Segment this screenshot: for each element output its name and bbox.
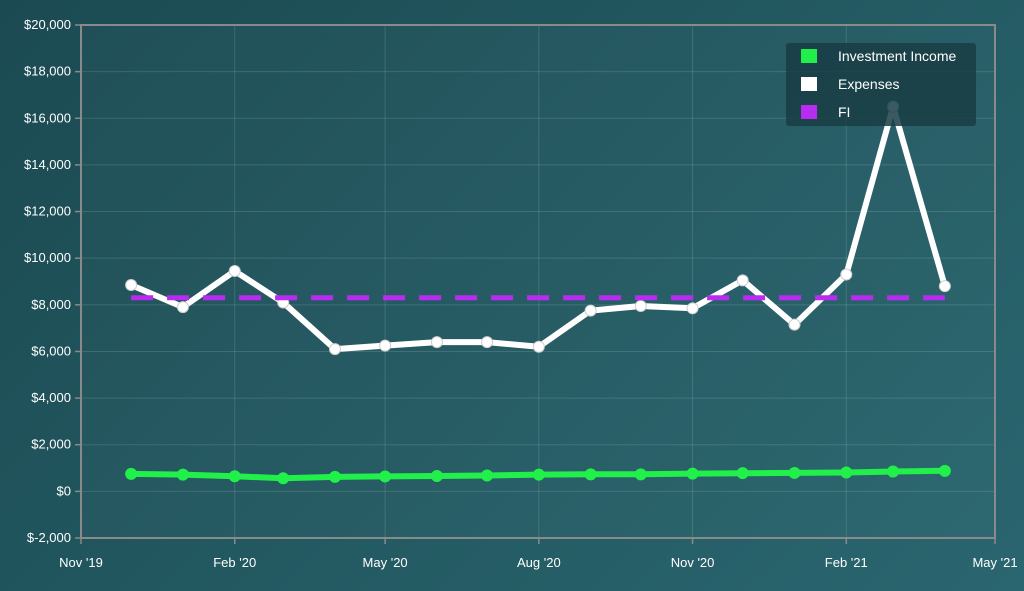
investment-income-point[interactable] [887,465,900,478]
y-tick-label: $14,000 [24,157,71,172]
y-tick-label: $6,000 [31,343,71,358]
investment-income-point[interactable] [938,464,951,477]
x-tick-label: May '21 [972,555,1017,570]
investment-income-point[interactable] [328,470,341,483]
y-tick-label: $2,000 [31,437,71,452]
expenses-point[interactable] [634,299,647,312]
expenses-point[interactable] [228,265,241,278]
expenses-point[interactable] [584,304,597,317]
investment-income-point[interactable] [788,466,801,479]
axes: $-2,000 $0 $2,000 $4,000 $6,000 $8,000 $10,000… [24,17,1018,570]
y-tick-label: $8,000 [31,297,71,312]
fi-legend-label[interactable]: FI [838,104,850,120]
investment-income-point[interactable] [430,469,443,482]
y-tick-label: $-2,000 [27,530,71,545]
expenses-point[interactable] [938,280,951,293]
investment-income-legend-swatch [801,49,817,63]
expenses-legend-swatch [801,77,817,91]
expenses-point[interactable] [176,301,189,314]
expenses-legend-label[interactable]: Expenses [838,76,899,92]
expenses-point[interactable] [430,336,443,349]
investment-income-point[interactable] [125,467,138,480]
investment-income-point[interactable] [736,467,749,480]
expenses-point[interactable] [840,268,853,281]
x-tick-label: Feb '21 [825,555,868,570]
x-tick-label: Feb '20 [213,555,256,570]
investment-income-point[interactable] [277,472,290,485]
investment-income-point[interactable] [379,470,392,483]
y-tick-label: $10,000 [24,250,71,265]
fi-legend-swatch [801,105,817,119]
x-tick-label: Aug '20 [517,555,561,570]
legend[interactable]: Investment Income Expenses FI [786,43,976,126]
y-tick-label: $12,000 [24,204,71,219]
expenses-point[interactable] [125,278,138,291]
investment-income-point[interactable] [532,468,545,481]
investment-income-point[interactable] [840,466,853,479]
investment-income-point[interactable] [481,469,494,482]
y-tick-label: $16,000 [24,110,71,125]
series-layer [125,100,951,485]
investment-income-point[interactable] [584,468,597,481]
investment-income-legend-label[interactable]: Investment Income [838,48,956,64]
y-tick-label: $0 [57,483,71,498]
investment-income-point[interactable] [228,470,241,483]
investment-income-point[interactable] [176,468,189,481]
investment-income-point[interactable] [686,467,699,480]
x-tick-label: Nov '20 [671,555,715,570]
expenses-point[interactable] [481,336,494,349]
expenses-point[interactable] [686,302,699,315]
x-tick-label: Nov '19 [59,555,103,570]
y-tick-label: $4,000 [31,390,71,405]
expenses-point[interactable] [788,318,801,331]
expenses-point[interactable] [379,339,392,352]
y-tick-label: $20,000 [24,17,71,32]
plot-frame [80,24,996,539]
investment-income-point[interactable] [634,468,647,481]
legend-background [786,43,976,126]
y-tick-label: $18,000 [24,64,71,79]
expenses-point[interactable] [736,274,749,287]
expenses-point[interactable] [532,340,545,353]
expenses-point[interactable] [328,343,341,356]
x-tick-label: May '20 [363,555,408,570]
